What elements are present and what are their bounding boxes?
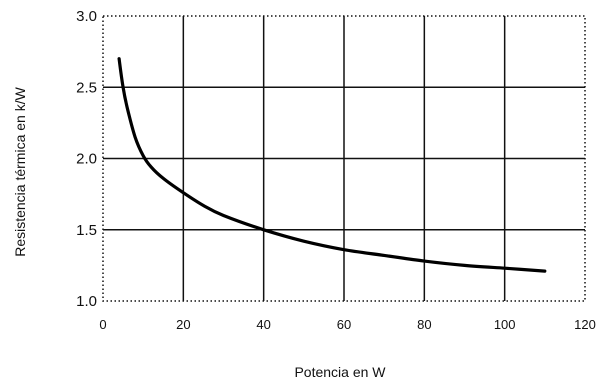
y-axis-ticks: 1.0 1.5 2.0 2.5 3.0 xyxy=(76,8,97,310)
y-tick-label: 3.0 xyxy=(76,8,97,25)
x-tick-label: 80 xyxy=(417,317,431,332)
x-tick-label: 120 xyxy=(574,317,596,332)
x-tick-label: 0 xyxy=(99,317,106,332)
y-tick-label: 1.5 xyxy=(76,222,97,239)
x-axis-ticks: 0 20 40 60 80 100 120 xyxy=(99,317,595,332)
x-tick-label: 60 xyxy=(337,317,351,332)
series-layer xyxy=(117,57,547,273)
x-tick-label: 100 xyxy=(494,317,516,332)
plot-border xyxy=(102,15,586,302)
y-tick-label: 2.0 xyxy=(76,151,97,168)
x-axis-title: Potencia en W xyxy=(294,364,386,380)
y-tick-label: 2.5 xyxy=(76,79,97,96)
y-axis-title: Resistencia térmica en k/W xyxy=(12,86,28,256)
plot-frame xyxy=(102,15,586,302)
y-tick-label: 1.0 xyxy=(76,293,97,310)
x-tick-label: 40 xyxy=(256,317,270,332)
grid xyxy=(103,16,585,301)
series-line xyxy=(117,57,547,273)
x-tick-label: 20 xyxy=(176,317,190,332)
